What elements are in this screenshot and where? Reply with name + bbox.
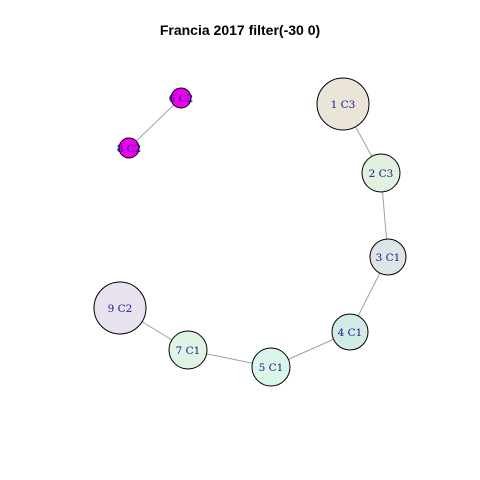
node-n8: 8 C2 [117,137,142,159]
node-n3: 3 C1 [369,238,407,276]
node-circle [93,281,147,335]
node-label: 6 C2 [169,93,194,105]
node-n6: 6 C2 [169,87,194,109]
node-n7: 7 C1 [168,330,208,370]
node-circle [251,347,291,387]
node-n5: 5 C1 [251,347,291,387]
node-circle [316,77,370,131]
chart-title: Francia 2017 filter(-30 0) [159,22,321,38]
node-circle [170,87,192,109]
node-circle [331,313,369,351]
node-circle [168,330,208,370]
node-label: 8 C2 [117,143,142,155]
node-label: 2 C3 [369,168,394,180]
node-n4: 4 C1 [331,313,369,351]
node-label: 1 C3 [331,99,356,111]
node-n1: 1 C3 [316,77,370,131]
node-label: 7 C1 [176,345,201,357]
node-circle [361,153,401,193]
node-label: 9 C2 [108,303,133,315]
edge-n6-n8 [128,97,182,149]
node-circle [118,137,140,159]
node-label: 5 C1 [259,362,284,374]
node-n9: 9 C2 [93,281,147,335]
nodes-layer: 1 C3 2 C3 3 C1 4 C1 5 C1 6 C2 7 C1 8 C2 9 C2 [93,77,407,387]
node-n2: 2 C3 [361,153,401,193]
node-label: 3 C1 [376,252,401,264]
node-label: 4 C1 [338,327,363,339]
node-circle [369,238,407,276]
